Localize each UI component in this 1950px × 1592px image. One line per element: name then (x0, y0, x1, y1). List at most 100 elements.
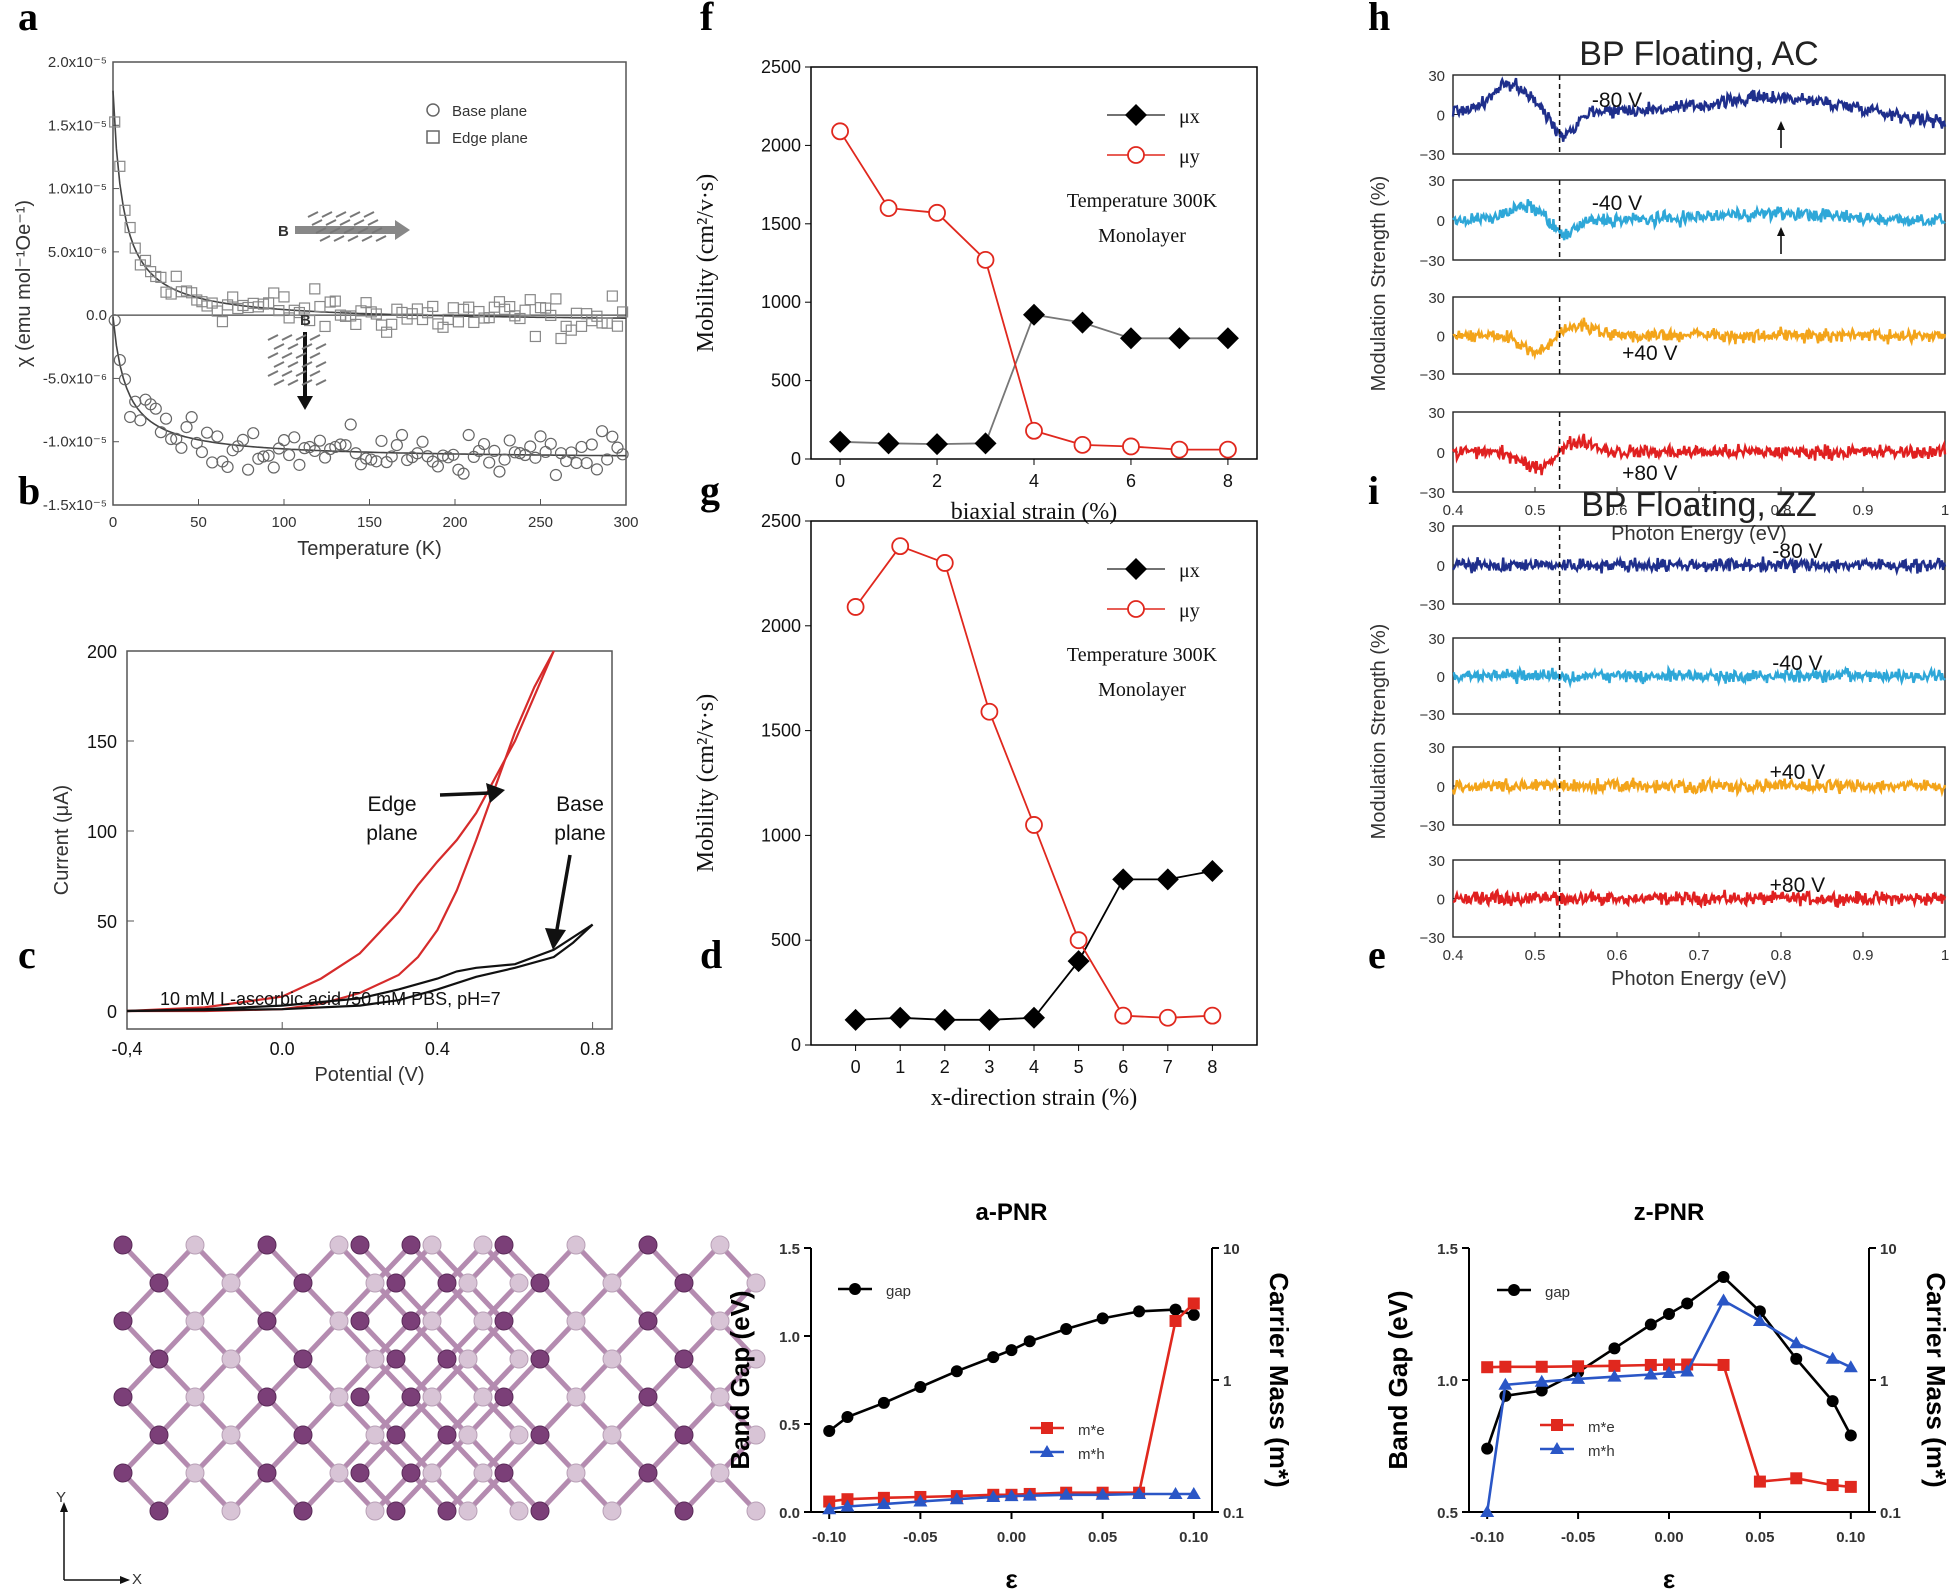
data-point (1498, 1377, 1513, 1390)
y-tick-label: 1000 (761, 292, 801, 312)
y-axis-label: Mobility (cm²/v·s) (693, 174, 719, 353)
atom (437, 1349, 457, 1369)
data-point (241, 463, 255, 476)
data-point (1156, 868, 1179, 891)
data-point (124, 221, 136, 234)
atom (458, 1501, 478, 1521)
x-tick-label: 0.7 (1689, 502, 1710, 519)
spectrum-trace (1452, 888, 1947, 909)
y-tick-label: 0.5 (1437, 1505, 1458, 1522)
x-tick-label: 0.8 (1771, 947, 1792, 964)
atom (149, 1501, 169, 1521)
layer-hatch (375, 235, 387, 242)
atom (746, 1349, 766, 1369)
atom (710, 1311, 730, 1331)
data-point (190, 436, 203, 450)
layer-hatch (329, 227, 341, 234)
data-point (823, 1495, 836, 1508)
data-point (841, 1410, 854, 1423)
data-point (1753, 1305, 1766, 1318)
data-point (247, 427, 260, 440)
y-tick-label: 1000 (761, 825, 801, 845)
atom (293, 1501, 313, 1521)
data-point (1096, 1312, 1109, 1325)
layer-hatch (325, 219, 337, 226)
atom (530, 1273, 550, 1293)
data-point (1753, 1475, 1766, 1488)
data-point (978, 1008, 1001, 1031)
layer-hatch (353, 219, 365, 226)
y-tick-label: 0 (1437, 669, 1445, 686)
data-point (1535, 1384, 1548, 1397)
layer-hatch (301, 361, 313, 368)
panel-letter-i: i (1368, 468, 1379, 513)
layer-hatch (273, 379, 285, 386)
atom (257, 1235, 277, 1255)
data-point (1187, 1308, 1200, 1321)
data-point (1122, 437, 1140, 456)
y-tick-label: 2000 (761, 616, 801, 636)
y-tick-label: 0 (1437, 108, 1445, 125)
x-tick-label: 0.10 (1836, 1529, 1865, 1546)
y-tick-label: -1.5x10⁻⁵ (43, 497, 107, 514)
data-point (1186, 1486, 1201, 1499)
x-tick-label: 0.9 (1853, 947, 1874, 964)
data-point (595, 425, 609, 438)
data-point (308, 444, 321, 458)
data-point (987, 1351, 1000, 1364)
data-point (1114, 1006, 1133, 1025)
data-point (324, 443, 337, 456)
atom (401, 1235, 421, 1255)
panel-letter-f: f (700, 0, 714, 39)
data-point (1481, 1361, 1494, 1374)
data-point (611, 320, 624, 332)
data-point (534, 430, 547, 443)
data-point (829, 430, 852, 453)
atom (185, 1387, 205, 1407)
annotation-base: Base (556, 793, 604, 816)
y-tick-label: 1.5 (779, 1241, 800, 1258)
y-tick-label: 0.0 (779, 1505, 800, 1522)
chart-title: z-PNR (1634, 1199, 1705, 1226)
data-point (477, 437, 491, 451)
layer-hatch (301, 379, 313, 386)
x-tick-label: 0.00 (997, 1529, 1026, 1546)
atom (386, 1501, 406, 1521)
layer-hatch (267, 352, 279, 359)
arrowhead (297, 396, 313, 410)
data-point (236, 433, 250, 446)
data-point (149, 402, 162, 415)
y-tick-label: 30 (1428, 853, 1445, 870)
y2-tick-label: 1 (1880, 1373, 1888, 1390)
y-axis-label: Band Gap (eV) (1383, 1290, 1413, 1469)
data-point (114, 160, 126, 172)
layer-hatch (367, 219, 379, 226)
data-point (257, 450, 270, 463)
x-tick-label: 5 (1074, 1057, 1084, 1077)
atom (365, 1501, 385, 1521)
atom (638, 1387, 658, 1407)
atom (422, 1463, 442, 1483)
data-point (1219, 440, 1237, 459)
y-tick-label: -1.0x10⁻⁵ (43, 434, 107, 451)
layer-hatch (309, 370, 321, 377)
data-point (1112, 868, 1135, 891)
data-point (334, 438, 347, 451)
atom (350, 1311, 370, 1331)
legend-marker (849, 1283, 861, 1295)
data-point (565, 446, 578, 459)
atom (602, 1273, 622, 1293)
legend-marker (1127, 600, 1145, 618)
atom (437, 1501, 457, 1521)
arrowhead (1777, 121, 1785, 130)
y-axis-label: Band Gap (eV) (725, 1290, 755, 1469)
x-tick-label: 1 (895, 1057, 905, 1077)
layer-hatch (333, 235, 345, 242)
data-point (1717, 1358, 1730, 1371)
data-point (1170, 440, 1189, 459)
data-point (1169, 1303, 1182, 1316)
data-point (928, 203, 946, 222)
y-tick-label: 0 (791, 1035, 801, 1055)
data-point (529, 330, 541, 343)
legend-marker-circle (426, 103, 440, 117)
